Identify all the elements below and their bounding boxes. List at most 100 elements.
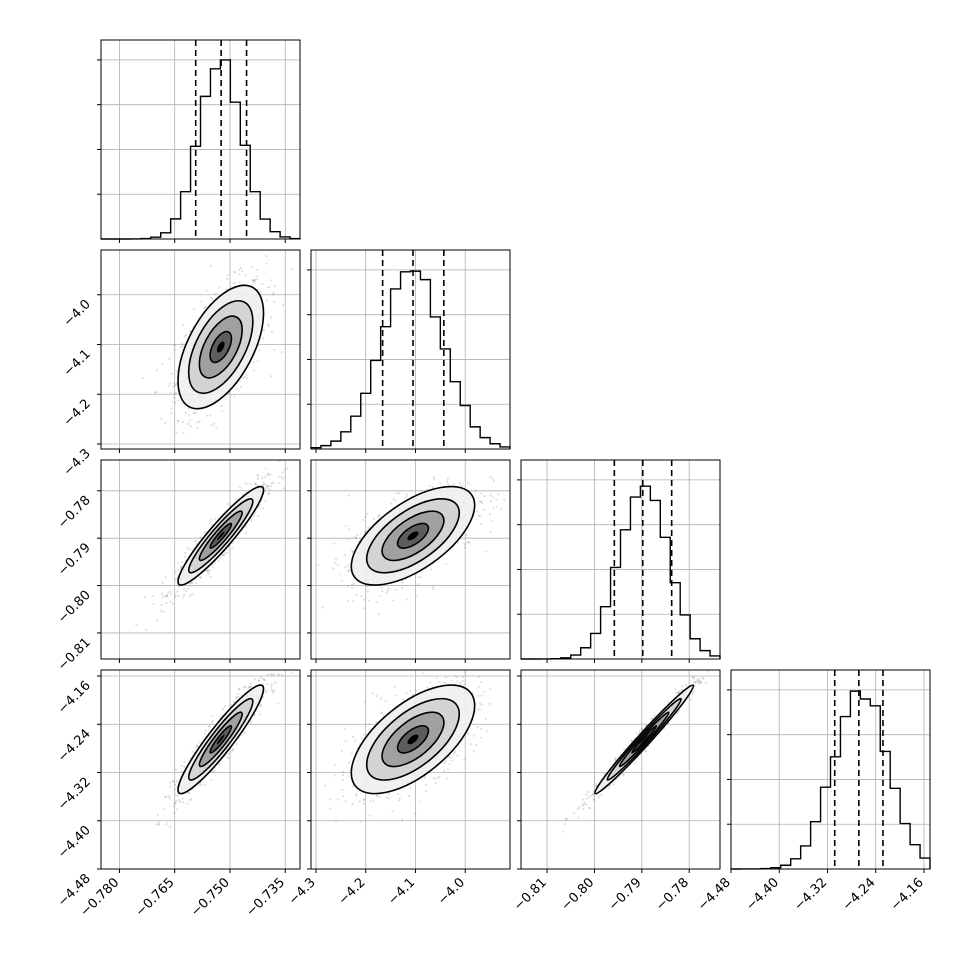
panel-0-0 (97, 39, 301, 243)
scatter-point (329, 807, 332, 810)
scatter-point (392, 599, 395, 602)
scatter-point (232, 700, 235, 703)
scatter-point (474, 489, 477, 492)
scatter-point (264, 691, 267, 694)
panel-frame (520, 459, 721, 660)
scatter-point (165, 822, 168, 826)
scatter-point (244, 686, 247, 689)
scatter-point (638, 730, 641, 733)
scatter-point (343, 553, 347, 556)
scatter-point (193, 308, 196, 311)
scatter-point (210, 714, 213, 717)
scatter-point (191, 750, 194, 753)
panel-content (324, 671, 492, 824)
scatter-point (205, 569, 208, 573)
scatter-point (278, 482, 281, 485)
scatter-point (261, 506, 264, 510)
scatter-point (152, 594, 155, 598)
scatter-point (354, 739, 357, 742)
scatter-point (278, 460, 281, 463)
scatter-point (387, 589, 390, 592)
scatter-point (166, 595, 169, 598)
scatter-point (174, 391, 178, 395)
scatter-point (157, 821, 160, 824)
plot-layer: −4.3−4.2−4.1−4.0−0.81−0.80−0.79−0.78−0.7… (55, 39, 931, 920)
scatter-point (167, 591, 170, 594)
scatter-point (164, 795, 168, 798)
scatter-point (262, 337, 265, 340)
scatter-point (164, 594, 167, 598)
scatter-point (249, 519, 253, 523)
scatter-point (407, 795, 411, 798)
scatter-point (333, 774, 336, 777)
scatter-point (479, 514, 482, 517)
scatter-point (273, 300, 276, 304)
scatter-point (334, 558, 338, 561)
scatter-point (171, 780, 175, 783)
scatter-point (209, 265, 213, 268)
scatter-point (187, 791, 191, 795)
scatter-point (443, 769, 446, 773)
scatter-point (431, 588, 434, 591)
scatter-point (187, 407, 190, 410)
scatter-point (191, 581, 194, 584)
scatter-point (264, 467, 267, 470)
scatter-point (405, 692, 408, 695)
scatter-point (259, 704, 262, 707)
scatter-point (364, 515, 367, 518)
scatter-point (161, 596, 165, 599)
scatter-point (444, 759, 447, 763)
scatter-point (173, 788, 176, 791)
scatter-point (210, 770, 214, 774)
scatter-point (158, 822, 161, 825)
scatter-point (206, 570, 209, 573)
scatter-point (256, 473, 259, 476)
scatter-point (234, 271, 237, 274)
panel-2-0: −0.81−0.80−0.79−0.78 (55, 459, 301, 674)
scatter-point (644, 749, 647, 752)
scatter-point (265, 484, 269, 488)
scatter-point (172, 811, 175, 815)
scatter-point (194, 582, 197, 585)
scatter-point (207, 572, 211, 575)
scatter-point (332, 567, 335, 570)
scatter-point (211, 297, 214, 300)
scatter-point (463, 683, 466, 686)
scatter-point (172, 805, 175, 808)
scatter-point (461, 676, 465, 679)
scatter-point (270, 330, 274, 333)
contour-0 (209, 522, 233, 549)
scatter-point (172, 779, 175, 783)
scatter-point (202, 306, 206, 310)
scatter-point (252, 514, 255, 518)
scatter-point (283, 487, 286, 490)
scatter-point (480, 681, 483, 684)
scatter-point (476, 726, 479, 729)
scatter-point (281, 471, 284, 474)
scatter-point (186, 587, 189, 590)
scatter-point (261, 677, 264, 680)
scatter-point (466, 541, 469, 544)
scatter-point (402, 698, 405, 701)
scatter-point (367, 723, 370, 726)
scatter-point (443, 761, 446, 764)
scatter-point (355, 794, 358, 797)
scatter-point (489, 475, 492, 479)
scatter-point (347, 570, 350, 573)
scatter-point (160, 609, 163, 613)
scatter-point (243, 731, 246, 734)
scatter-point (252, 369, 256, 372)
scatter-point (237, 695, 240, 699)
scatter-point (472, 750, 476, 753)
contour-3 (177, 284, 265, 410)
scatter-point (488, 513, 492, 516)
scatter-point (259, 291, 262, 294)
scatter-point (267, 492, 271, 495)
scatter-point (376, 794, 379, 798)
scatter-point (169, 412, 173, 415)
scatter-point (245, 373, 248, 376)
scatter-point (702, 677, 705, 681)
scatter-point (467, 732, 470, 736)
scatter-point (360, 595, 363, 598)
panel-frame (310, 669, 511, 870)
